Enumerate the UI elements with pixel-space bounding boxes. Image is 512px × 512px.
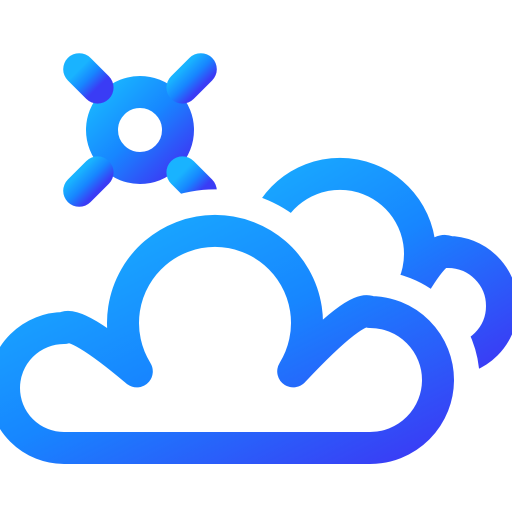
- partly-cloudy-svg: [0, 0, 512, 512]
- sun-icon: [54, 44, 226, 216]
- partly-cloudy-icon: [0, 0, 512, 512]
